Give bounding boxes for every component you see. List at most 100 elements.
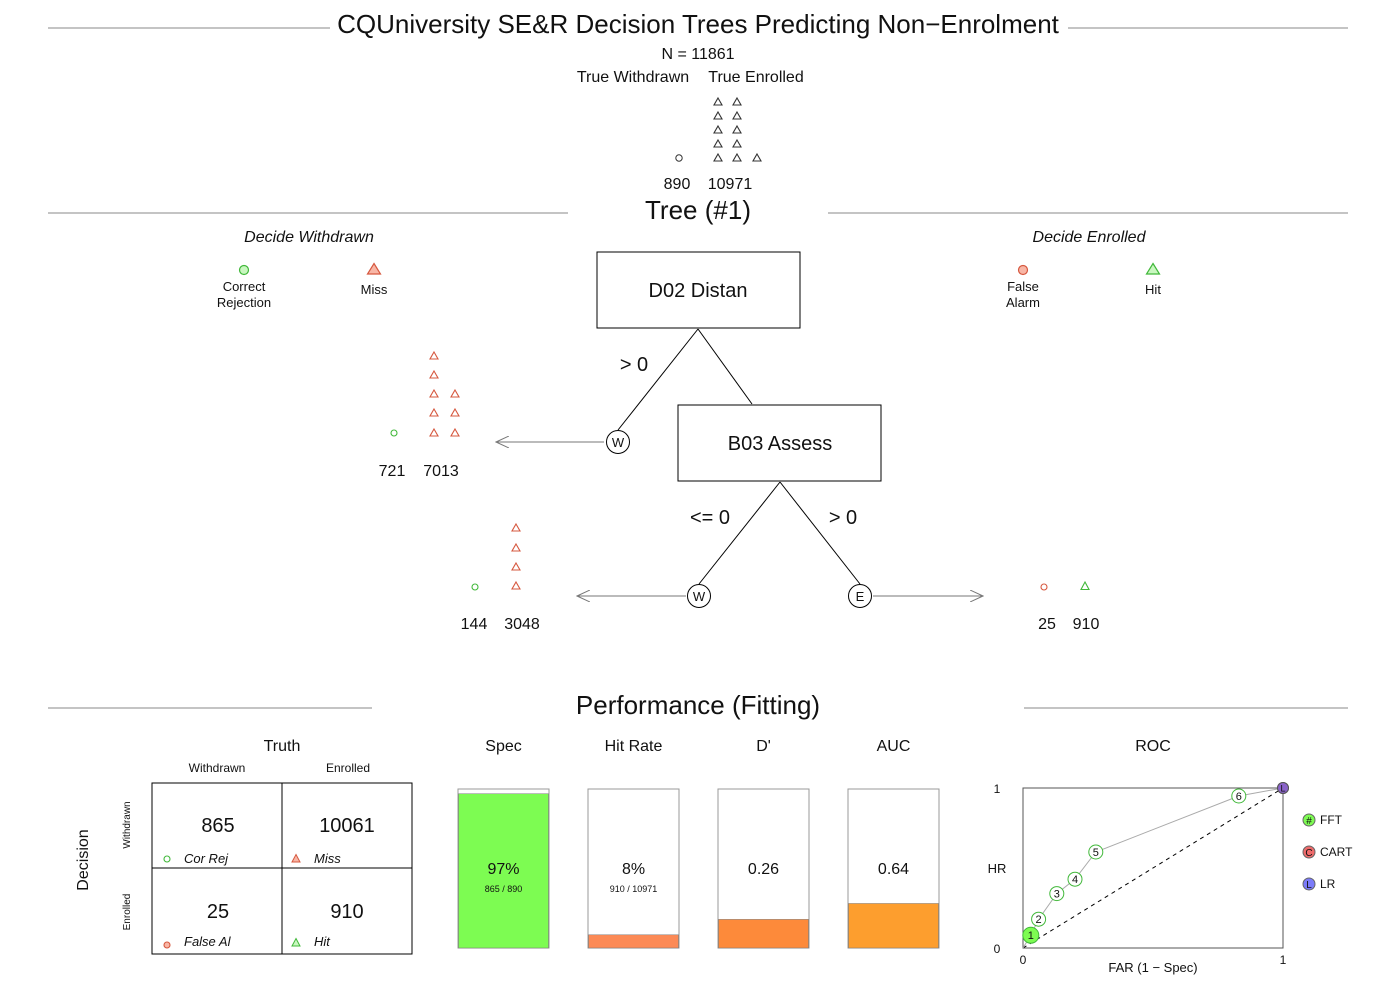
cell-miss-icon <box>291 853 301 863</box>
node-1-exit-marker-label: W <box>612 435 625 450</box>
confusion-row-enrolled: Enrolled <box>122 894 133 931</box>
roc-chance-line <box>1022 787 1284 949</box>
hit-icon <box>1145 262 1161 275</box>
node-2-exit-marker <box>687 584 711 608</box>
metric-bar-fill <box>848 903 939 949</box>
enrolled-triangle-icon <box>732 96 742 106</box>
node-2-correct-rejection-icon <box>471 583 479 591</box>
performance-title: Performance (Fitting) <box>576 690 820 720</box>
miss-triangle-icon <box>429 369 439 379</box>
confusion-col-withdrawn: Withdrawn <box>189 761 246 775</box>
enrolled-triangle-icon <box>732 124 742 134</box>
roc-fft-point <box>1231 788 1247 804</box>
miss-triangle-icon <box>429 407 439 417</box>
metric-subtext: 865 / 890 <box>485 884 523 894</box>
enrolled-triangle-icon <box>713 124 723 134</box>
node-2-box <box>677 404 882 482</box>
node-1-right-branch <box>697 328 753 405</box>
decide-enrolled-heading: Decide Enrolled <box>1033 229 1147 246</box>
miss-triangle-icon <box>429 427 439 437</box>
node-2-final-condition: > 0 <box>829 507 857 529</box>
node-2-final-marker-label: E <box>856 589 865 604</box>
correct-rejection-icon <box>238 264 250 276</box>
roc-fft-point <box>1049 886 1065 902</box>
cell-correct-rejection-label: Cor Rej <box>184 851 229 866</box>
metric-value: 8% <box>622 861 645 878</box>
node-2-exit-icons <box>471 522 521 591</box>
cell-correct-rejection-icon <box>163 855 171 863</box>
confusion-row-withdrawn: Withdrawn <box>122 801 133 848</box>
node-1-miss-icons <box>429 350 460 437</box>
final-exit-icons <box>1040 580 1090 591</box>
roc-fft-point <box>1031 911 1047 927</box>
roc-lr-point <box>1277 782 1289 794</box>
metric-subtext: 910 / 10971 <box>610 884 658 894</box>
final-hit-icon <box>1080 580 1090 591</box>
enrolled-triangle-icon <box>713 110 723 120</box>
confusion-col-enrolled: Enrolled <box>326 761 370 775</box>
roc-legend-marker <box>1302 845 1316 859</box>
enrolled-triangle-icon <box>732 152 742 162</box>
cell-false-alarm-value: 25 <box>207 901 229 923</box>
miss-triangle-icon <box>450 388 460 398</box>
roc-title: ROC <box>1135 738 1171 755</box>
false-alarm-label-1: False <box>1007 279 1039 294</box>
cell-hit-value: 910 <box>330 901 363 923</box>
roc-fft-point-label: 4 <box>1072 874 1078 886</box>
metric-name: Hit Rate <box>605 738 663 755</box>
roc-fft-point-label: 1 <box>1028 930 1034 942</box>
roc-fft-point-label: 6 <box>1236 791 1242 803</box>
cell-hit-icon <box>291 937 301 947</box>
node-1-correct-rejections: 721 <box>379 463 406 480</box>
n-label: N = 11861 <box>661 46 734 63</box>
roc-fft-point-label: 2 <box>1036 914 1042 926</box>
enrolled-triangle-icon <box>752 152 762 162</box>
metric-value: 0.26 <box>748 861 779 878</box>
final-hits: 910 <box>1073 616 1100 633</box>
roc-legend-label: CART <box>1320 845 1353 859</box>
enrolled-triangle-icon <box>713 138 723 148</box>
miss-triangle-icon <box>450 427 460 437</box>
roc-legend-label: LR <box>1320 877 1336 891</box>
roc-x-tick-0: 0 <box>1020 953 1027 967</box>
metric-bar-fill <box>718 919 809 949</box>
cell-miss-value: 10061 <box>319 815 375 837</box>
truth-icon-array <box>675 96 762 162</box>
metric-bar-fill <box>588 934 679 949</box>
node-2-misses: 3048 <box>504 616 540 633</box>
roc-lr-point-label: L <box>1280 784 1285 794</box>
roc-fft-point <box>1088 844 1104 860</box>
roc-legend: # FFT C CART L LR <box>1302 813 1353 891</box>
node-2-right-branch <box>779 481 861 585</box>
node-2-left-branch <box>698 481 781 585</box>
roc-legend-label: FFT <box>1320 813 1343 827</box>
outcome-legend: Correct Rejection Miss False Alarm Hit <box>217 262 1161 310</box>
metric-name: D' <box>756 738 771 755</box>
true-enrolled-label: True Enrolled <box>708 69 803 86</box>
roc-legend-symbol: # <box>1306 816 1312 827</box>
roc-fft-point <box>1022 926 1040 944</box>
confusion-decision-heading: Decision <box>75 829 92 890</box>
roc-legend-marker <box>1302 813 1316 827</box>
true-withdrawn-count: 890 <box>664 176 691 193</box>
node-2-label: B03 Assess <box>728 433 833 455</box>
roc-fft-point-label: 5 <box>1093 847 1099 859</box>
node-2-correct-rejections: 144 <box>461 616 488 633</box>
node-1-left-branch <box>617 328 699 431</box>
false-alarm-label-2: Alarm <box>1006 295 1040 310</box>
enrolled-triangle-icons <box>713 96 762 162</box>
node-2-miss-icons <box>511 522 521 590</box>
roc-legend-symbol: C <box>1305 848 1312 859</box>
roc-legend-marker <box>1302 877 1316 891</box>
cell-false-alarm-label: False Al <box>184 934 232 949</box>
miss-triangle-icon <box>511 580 521 590</box>
metric-value: 0.64 <box>878 861 909 878</box>
node-1-label: D02 Distan <box>649 280 748 302</box>
miss-label: Miss <box>361 282 388 297</box>
confusion-matrix: Truth Withdrawn Enrolled Decision Withdr… <box>75 738 413 955</box>
metric-name: AUC <box>877 738 911 755</box>
miss-icon <box>366 262 382 275</box>
node-1-exit-marker <box>606 430 630 454</box>
roc-fft-point-label: 3 <box>1054 889 1060 901</box>
